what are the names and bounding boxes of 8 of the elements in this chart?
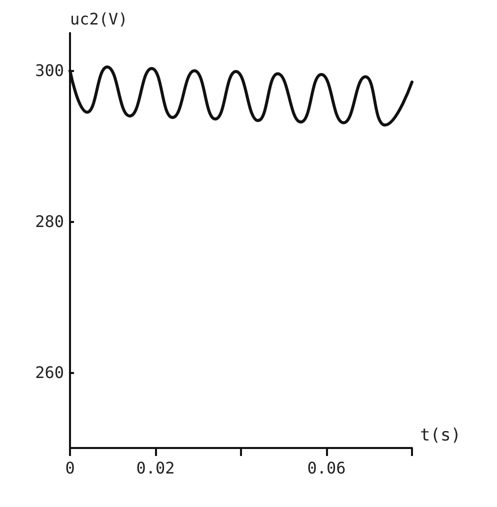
y-tick-label: 280 <box>35 212 64 232</box>
x-tick-label: 0 <box>65 458 75 478</box>
x-tick-label: 0.06 <box>307 458 346 478</box>
y-tick-label: 300 <box>35 61 64 80</box>
y-tick-label: 260 <box>35 363 64 382</box>
x-tick-label: 0.02 <box>136 458 175 478</box>
x-axis-title: t(s) <box>420 426 461 446</box>
y-axis-title: uc2(V) <box>70 10 128 28</box>
